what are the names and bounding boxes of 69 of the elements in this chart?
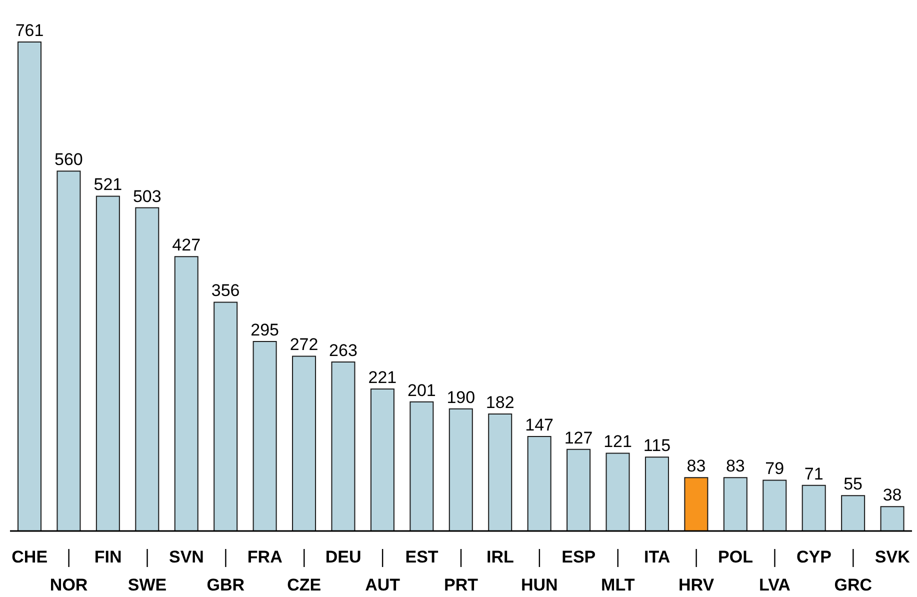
bar bbox=[762, 480, 787, 532]
bar bbox=[214, 302, 238, 532]
x-tick-label: GRC bbox=[834, 575, 872, 594]
x-tick-label: MLT bbox=[601, 575, 636, 594]
x-tick-label: HUN bbox=[521, 575, 558, 594]
data-label: 147 bbox=[525, 416, 554, 435]
x-tick-label: PRT bbox=[444, 575, 479, 594]
bar bbox=[644, 456, 669, 532]
bar bbox=[723, 477, 748, 532]
data-label: 201 bbox=[407, 380, 436, 400]
data-label: 521 bbox=[94, 175, 122, 194]
data-label: 182 bbox=[486, 393, 514, 412]
x-tick-label: GBR bbox=[206, 575, 245, 594]
x-tick-label: SVN bbox=[168, 547, 204, 566]
data-label: 83 bbox=[686, 456, 706, 476]
bar bbox=[606, 452, 630, 532]
x-tick-label: CHE bbox=[12, 547, 48, 566]
bar bbox=[684, 477, 708, 532]
data-label: 121 bbox=[604, 432, 632, 452]
x-tick-label: AUT bbox=[365, 575, 401, 594]
bar bbox=[18, 42, 42, 532]
bar bbox=[174, 256, 198, 532]
bar bbox=[448, 408, 473, 532]
data-label: 55 bbox=[844, 474, 863, 494]
x-tick-label: FIN bbox=[94, 547, 122, 566]
x-tick-label: SVK bbox=[874, 547, 911, 566]
bar bbox=[370, 388, 394, 532]
x-tick-label: LVA bbox=[758, 575, 790, 594]
data-label: 115 bbox=[643, 436, 671, 456]
data-label: 71 bbox=[804, 464, 824, 484]
x-tick-label: CYP bbox=[796, 547, 832, 566]
x-tick-label: CZE bbox=[287, 575, 322, 594]
x-tick-label: POL bbox=[718, 547, 753, 566]
data-label: 427 bbox=[172, 236, 201, 255]
bar bbox=[410, 401, 434, 532]
x-tick-label: HRV bbox=[678, 575, 715, 594]
data-label: 503 bbox=[132, 186, 162, 206]
bar bbox=[292, 356, 316, 532]
x-tick-label: EST bbox=[405, 547, 439, 566]
bar bbox=[488, 414, 512, 532]
data-label: 356 bbox=[211, 281, 240, 300]
data-label: 761 bbox=[15, 21, 44, 40]
bar bbox=[880, 506, 904, 532]
bar bbox=[802, 484, 826, 532]
x-tick-label: NOR bbox=[50, 575, 88, 594]
data-label: 127 bbox=[564, 428, 593, 448]
x-tick-label: DEU bbox=[325, 547, 362, 566]
x-tick-label: FRA bbox=[247, 547, 282, 566]
x-tick-label: IRL bbox=[486, 547, 514, 566]
data-label: 560 bbox=[54, 150, 83, 170]
data-label: 263 bbox=[329, 341, 358, 360]
bar bbox=[252, 340, 277, 532]
bar bbox=[331, 362, 356, 532]
data-label: 83 bbox=[726, 456, 745, 476]
data-label: 190 bbox=[446, 388, 476, 407]
data-label: 272 bbox=[290, 335, 318, 354]
data-label: 79 bbox=[765, 459, 784, 478]
bar bbox=[135, 207, 160, 532]
x-tick-label: ESP bbox=[562, 547, 596, 566]
bar bbox=[56, 170, 81, 532]
bar bbox=[566, 448, 591, 532]
bar bbox=[841, 495, 866, 532]
data-label: 221 bbox=[368, 368, 397, 387]
data-label: 38 bbox=[882, 486, 902, 505]
x-tick-label: SWE bbox=[128, 575, 167, 594]
bar bbox=[527, 436, 552, 532]
bar bbox=[96, 196, 120, 532]
x-tick-label: ITA bbox=[644, 547, 670, 566]
data-label: 295 bbox=[250, 320, 279, 340]
